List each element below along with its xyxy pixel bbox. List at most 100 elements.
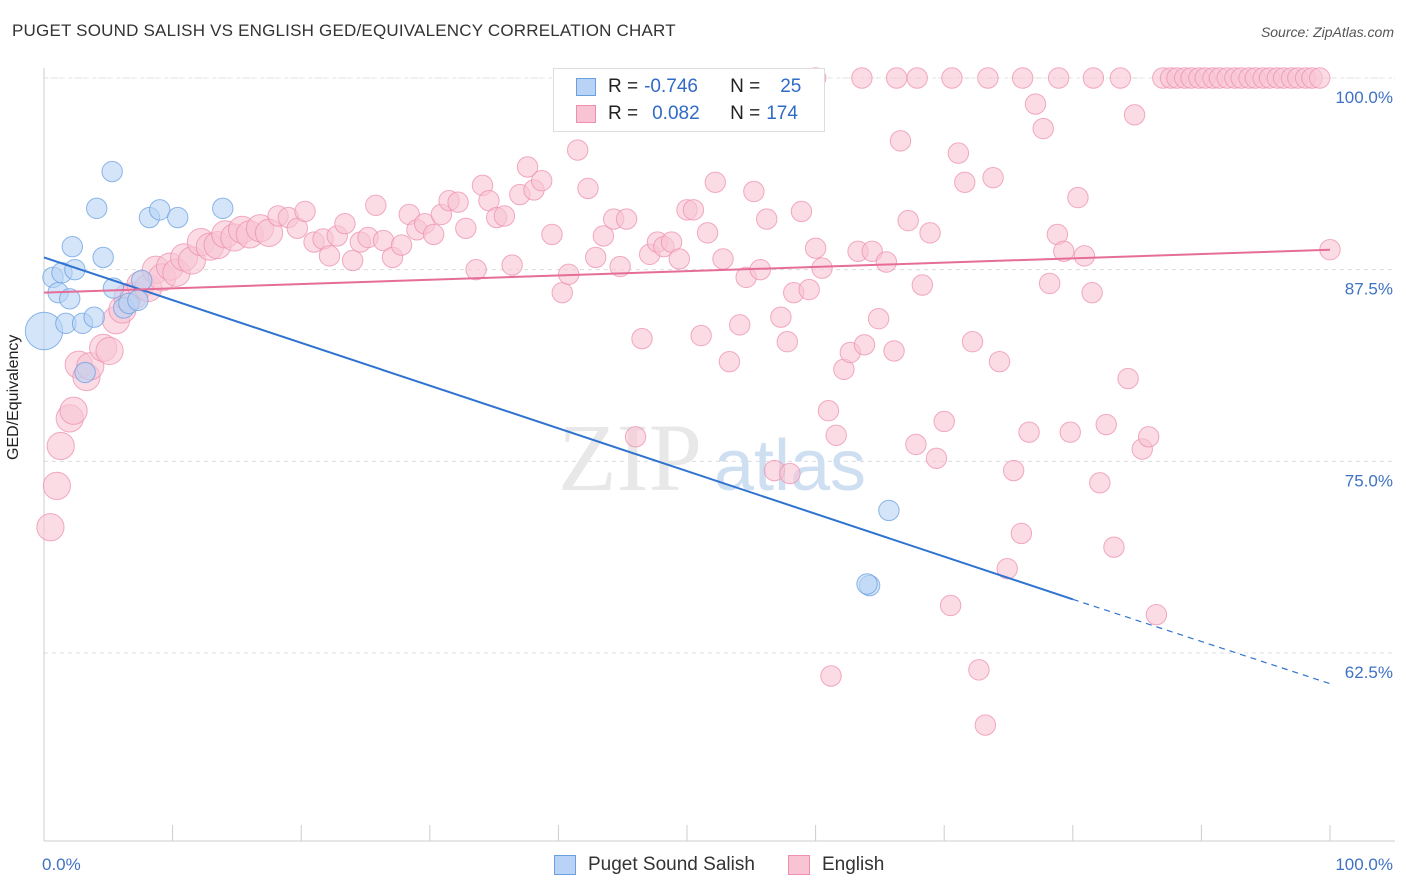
point-english	[1059, 421, 1081, 443]
stats-row-english: R = 0.082 N = 174	[576, 101, 798, 127]
point-english	[776, 331, 799, 353]
swatch-salish	[576, 78, 596, 96]
y-tick-label: 87.5%	[1345, 280, 1393, 299]
legend-item-salish[interactable]: Puget Sound Salish	[554, 852, 755, 878]
point-english	[318, 245, 341, 267]
point-english	[712, 248, 734, 270]
point-english	[933, 410, 955, 433]
legend-swatch-salish	[554, 855, 576, 875]
trend-line-salish-extension	[1072, 598, 1331, 685]
point-english	[1010, 522, 1033, 545]
y-tick-label: 75.0%	[1345, 471, 1393, 490]
n-value: 25	[780, 76, 802, 97]
point-english	[756, 208, 778, 230]
point-english	[1103, 536, 1125, 558]
n-value: 174	[766, 103, 798, 124]
point-english	[592, 225, 615, 247]
point-english	[939, 594, 962, 617]
point-english	[905, 433, 927, 456]
point-english	[690, 324, 712, 347]
point-english	[961, 331, 984, 353]
point-english	[1047, 67, 1070, 89]
point-english	[817, 400, 840, 422]
y-tick-label: 100.0%	[1335, 88, 1393, 107]
point-english	[455, 217, 477, 239]
point-english	[365, 194, 387, 216]
point-english	[811, 257, 833, 279]
point-english	[447, 191, 469, 213]
point-english	[551, 281, 573, 304]
point-english	[1002, 459, 1025, 482]
point-english	[577, 177, 599, 200]
point-english	[798, 278, 820, 301]
point-english	[42, 471, 71, 500]
point-english	[790, 200, 813, 223]
x-tick-label: 0.0%	[42, 855, 81, 874]
point-salish	[92, 246, 114, 269]
point-english	[1032, 117, 1054, 140]
stats-box: R = -0.746 N = 25 R = 0.082 N = 174	[553, 68, 825, 132]
point-english	[1123, 104, 1146, 126]
point-english	[988, 350, 1011, 373]
r-value: -0.746	[644, 76, 698, 97]
point-english	[668, 248, 690, 270]
point-salish	[878, 499, 900, 522]
point-english	[897, 209, 919, 232]
point-english	[875, 251, 898, 273]
r-label: R =	[608, 76, 639, 97]
point-salish	[86, 197, 108, 220]
y-axis-label: GED/Equivalency	[5, 334, 22, 460]
point-english	[770, 306, 792, 328]
point-english	[1089, 472, 1111, 494]
point-english	[46, 431, 75, 461]
point-english	[867, 308, 890, 330]
point-english	[390, 234, 413, 256]
point-english	[36, 513, 65, 542]
point-english	[1018, 421, 1040, 443]
point-english	[334, 212, 356, 235]
point-english	[1038, 272, 1061, 295]
point-salish	[167, 206, 189, 229]
point-english	[885, 67, 908, 89]
watermark-zip: ZIP	[558, 404, 702, 511]
axes	[43, 68, 1395, 842]
point-english	[631, 327, 653, 350]
stats-row-salish: R = -0.746 N = 25	[576, 74, 801, 100]
point-english	[95, 336, 124, 366]
trend-line-english	[43, 248, 1331, 294]
series-english	[36, 67, 1341, 736]
point-english	[883, 340, 905, 362]
point-english	[825, 424, 847, 446]
point-english	[925, 447, 948, 469]
point-salish	[856, 573, 878, 595]
legend-swatch-english	[788, 855, 810, 875]
point-english	[729, 314, 751, 336]
point-salish	[59, 288, 81, 310]
legend-item-english[interactable]: English	[788, 852, 884, 878]
point-english	[1309, 67, 1331, 89]
point-english	[1109, 67, 1132, 89]
series-puget-sound-salish	[24, 160, 900, 597]
x-tick-label: 100.0%	[1335, 855, 1393, 874]
point-salish	[64, 258, 86, 281]
point-english	[947, 142, 970, 164]
point-english	[954, 171, 976, 193]
n-label: N =	[730, 103, 761, 124]
point-english	[1067, 186, 1089, 209]
point-english	[1011, 67, 1034, 89]
point-english	[1073, 245, 1096, 267]
point-english	[941, 67, 963, 89]
point-english	[615, 208, 638, 230]
point-english	[779, 462, 801, 485]
point-english	[820, 665, 842, 687]
point-english	[853, 334, 876, 356]
trend-line-salish	[43, 256, 1074, 601]
point-english	[974, 714, 997, 736]
point-salish	[101, 160, 123, 183]
trend-lines	[43, 248, 1331, 685]
point-english	[718, 350, 741, 373]
point-english	[977, 67, 999, 89]
point-english	[501, 254, 523, 276]
tick-labels: 100.0% 87.5% 75.0% 62.5% 0.0% 100.0%	[42, 88, 1393, 874]
point-english	[609, 255, 631, 278]
